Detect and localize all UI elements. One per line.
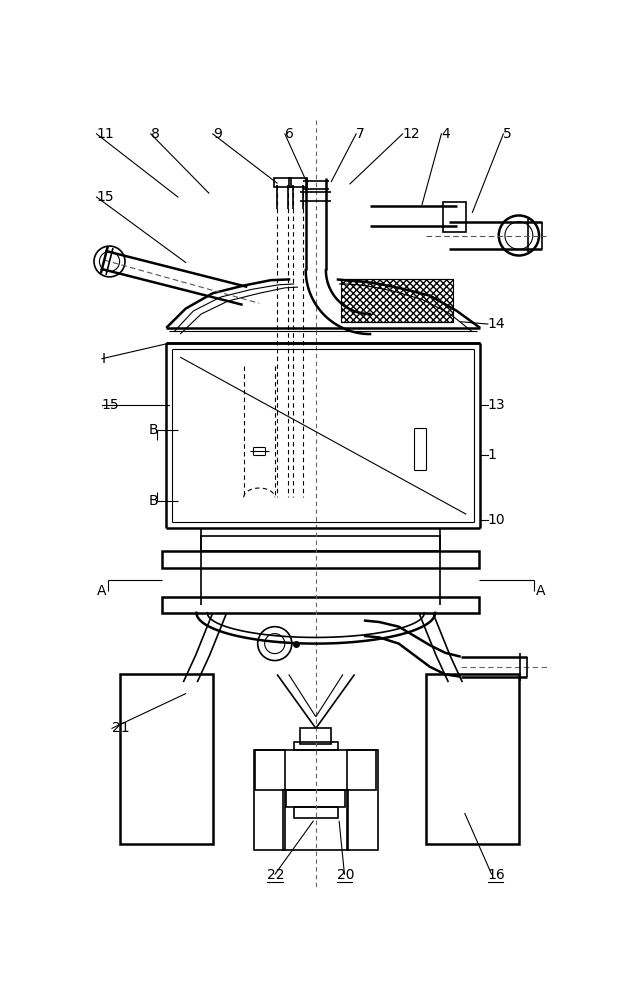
Bar xyxy=(274,178,291,187)
Bar xyxy=(286,790,346,807)
Text: 12: 12 xyxy=(403,127,420,141)
Bar xyxy=(120,674,213,844)
Text: 4: 4 xyxy=(441,127,450,141)
Text: 15: 15 xyxy=(102,398,120,412)
Text: 20: 20 xyxy=(337,868,354,882)
Text: I: I xyxy=(102,352,106,366)
Bar xyxy=(294,742,337,750)
Bar xyxy=(254,750,285,850)
Bar xyxy=(294,807,337,818)
Text: 21: 21 xyxy=(112,721,130,735)
Bar xyxy=(201,536,440,551)
Bar xyxy=(289,178,307,187)
Bar xyxy=(162,551,479,568)
Text: 11: 11 xyxy=(96,127,114,141)
Text: A: A xyxy=(96,584,106,598)
Bar xyxy=(426,674,519,844)
Text: 10: 10 xyxy=(488,513,505,527)
Text: 15: 15 xyxy=(96,190,114,204)
Bar xyxy=(347,750,378,850)
Text: 16: 16 xyxy=(488,868,505,882)
Text: 7: 7 xyxy=(356,127,365,141)
Bar xyxy=(300,728,331,744)
Text: 22: 22 xyxy=(267,868,284,882)
Text: B: B xyxy=(149,494,158,508)
Text: 1: 1 xyxy=(488,448,497,462)
Bar xyxy=(283,790,349,850)
Text: 9: 9 xyxy=(213,127,222,141)
Bar xyxy=(162,597,479,613)
Bar xyxy=(341,279,453,322)
Text: A: A xyxy=(536,584,545,598)
Text: 5: 5 xyxy=(503,127,512,141)
Text: 14: 14 xyxy=(488,317,505,331)
Bar xyxy=(443,202,466,232)
Text: 8: 8 xyxy=(151,127,160,141)
Text: B: B xyxy=(149,423,158,437)
Bar xyxy=(255,750,376,790)
Text: 6: 6 xyxy=(285,127,294,141)
Text: 13: 13 xyxy=(488,398,505,412)
